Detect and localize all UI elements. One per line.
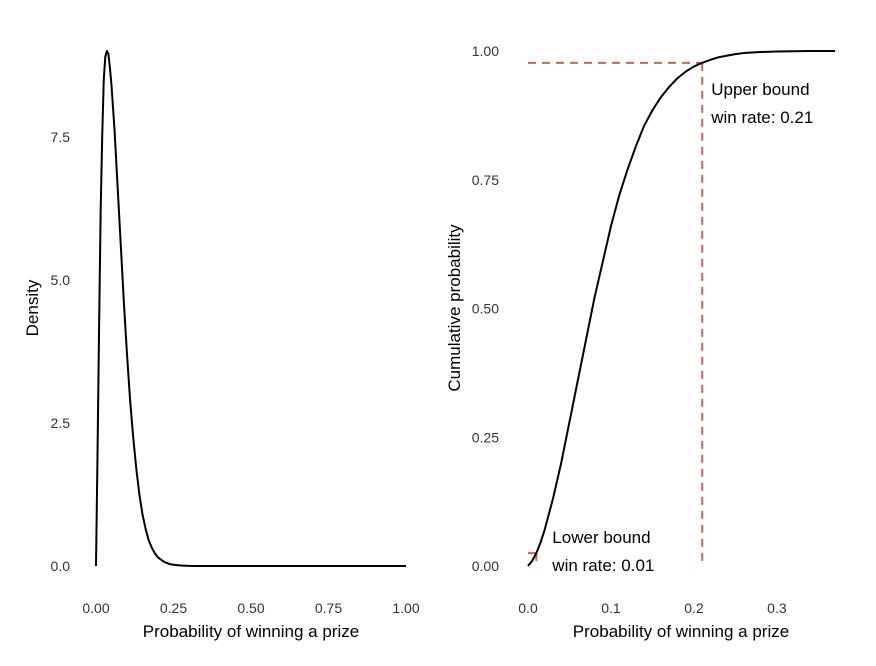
cumulative-x-axis-label: Probability of winning a prize [573, 622, 789, 641]
cumulative-y-ticks: 0.00 0.25 0.50 0.75 1.00 [472, 43, 499, 574]
cumulative-x-tick-label: 0.3 [767, 600, 787, 616]
density-y-tick-label: 2.5 [51, 415, 71, 431]
cumulative-chart: 0.00 0.25 0.50 0.75 1.00 0.0 0.1 0.2 0.3 Upper … [445, 43, 835, 641]
density-x-tick-label: 0.50 [237, 600, 264, 616]
density-y-axis-label: Density [23, 279, 42, 336]
cumulative-x-tick-label: 0.0 [518, 600, 538, 616]
lower-bound-value: win rate: 0.01 [551, 556, 654, 575]
density-y-tick-label: 7.5 [51, 129, 71, 145]
upper-bound-label: Upper bound [711, 80, 809, 99]
cumulative-y-tick-label: 0.00 [472, 558, 499, 574]
density-y-tick-label: 5.0 [51, 272, 71, 288]
density-y-tick-label: 0.0 [51, 558, 71, 574]
cumulative-curve [527, 50, 835, 567]
density-y-ticks: 0.0 2.5 5.0 7.5 [51, 129, 71, 574]
density-x-tick-label: 0.25 [160, 600, 187, 616]
cumulative-y-tick-label: 0.25 [472, 429, 499, 445]
density-curve [95, 50, 406, 567]
lower-bound-label: Lower bound [552, 528, 650, 547]
density-x-axis-label: Probability of winning a prize [143, 622, 359, 641]
density-x-tick-label: 0.75 [315, 600, 342, 616]
upper-bound-value: win rate: 0.21 [710, 108, 813, 127]
cumulative-y-tick-label: 1.00 [472, 43, 499, 59]
cumulative-y-tick-label: 0.50 [472, 301, 499, 317]
density-x-tick-label: 1.00 [392, 600, 419, 616]
density-chart: 0.0 2.5 5.0 7.5 0.00 0.25 0.50 0.75 1.00 Probab… [23, 50, 420, 641]
cumulative-x-tick-label: 0.2 [684, 600, 704, 616]
cumulative-y-tick-label: 0.75 [472, 172, 499, 188]
density-x-ticks: 0.00 0.25 0.50 0.75 1.00 [82, 600, 419, 616]
density-x-tick-label: 0.00 [82, 600, 109, 616]
cumulative-x-tick-label: 0.1 [601, 600, 621, 616]
cumulative-y-axis-label: Cumulative probability [445, 224, 464, 392]
cumulative-x-ticks: 0.0 0.1 0.2 0.3 [518, 600, 787, 616]
